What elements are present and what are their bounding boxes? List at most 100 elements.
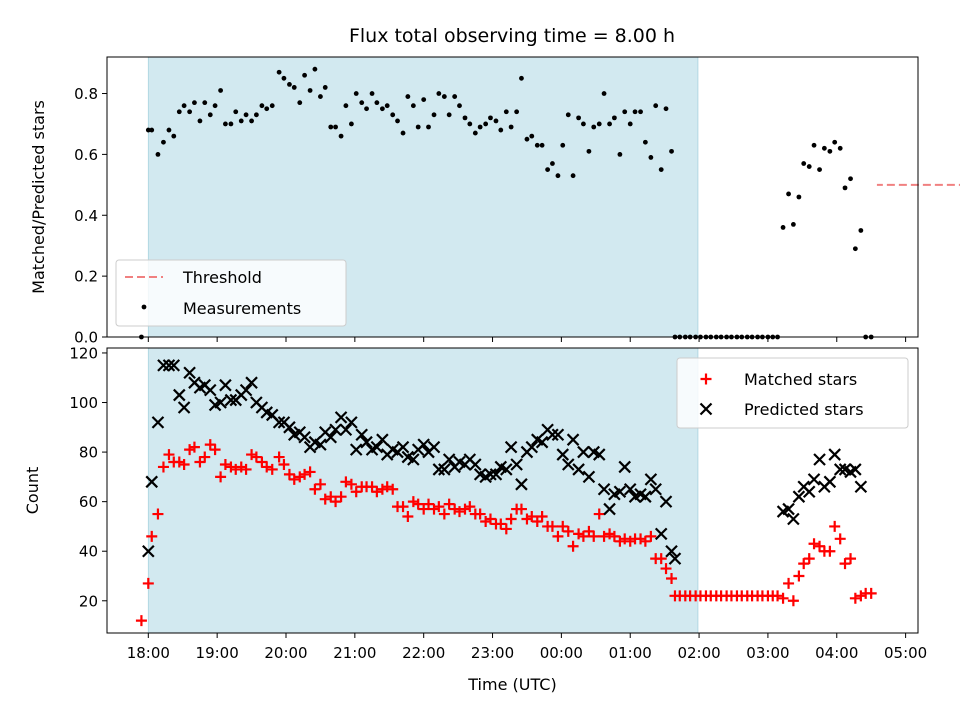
predicted-star-point bbox=[360, 435, 373, 449]
measurement-point bbox=[374, 100, 380, 106]
predicted-star-point bbox=[510, 458, 523, 471]
measurement-point bbox=[155, 151, 161, 157]
matched-star-point bbox=[407, 496, 419, 508]
top-legend: Threshold Measurements bbox=[115, 259, 347, 327]
predicted-star-point bbox=[173, 388, 186, 402]
matched-star-point bbox=[325, 491, 337, 503]
matched-star-point bbox=[803, 553, 815, 565]
measurement-point bbox=[223, 121, 228, 127]
measurement-point bbox=[181, 103, 187, 109]
measurement-point bbox=[249, 118, 254, 124]
matched-star-point bbox=[366, 481, 378, 493]
matched-star-point bbox=[839, 558, 851, 570]
matched-star-point bbox=[464, 501, 476, 513]
measurement-point bbox=[202, 100, 208, 106]
matched-star-point bbox=[500, 523, 512, 535]
x-tick-label: 01:00 bbox=[609, 644, 652, 662]
measurement-point bbox=[596, 121, 602, 127]
measurement-point bbox=[806, 164, 812, 169]
predicted-star-point bbox=[668, 552, 682, 565]
matched-star-point bbox=[619, 533, 631, 545]
measurement-point bbox=[817, 167, 822, 173]
measurement-point bbox=[161, 139, 166, 145]
matched-star-point bbox=[443, 498, 455, 510]
predicted-star-point bbox=[582, 470, 596, 484]
matched-star-point bbox=[350, 486, 362, 498]
predicted-star-point bbox=[224, 393, 238, 407]
measurement-point bbox=[653, 103, 659, 109]
matched-star-point bbox=[345, 478, 357, 490]
legend-measurements-label: Measurements bbox=[183, 299, 301, 318]
matched-star-point bbox=[608, 530, 620, 542]
measurement-point bbox=[359, 100, 365, 106]
matched-star-point bbox=[340, 476, 352, 488]
matched-star-point bbox=[157, 461, 169, 473]
measurement-point bbox=[405, 94, 411, 99]
matched-star-point bbox=[834, 533, 846, 545]
matched-star-point bbox=[261, 461, 273, 473]
predicted-star-point bbox=[613, 485, 627, 499]
matched-star-point bbox=[235, 461, 247, 473]
matched-star-point bbox=[266, 463, 278, 475]
predicted-star-point bbox=[162, 359, 176, 372]
predicted-star-point bbox=[370, 440, 384, 454]
matched-star-point bbox=[614, 535, 626, 547]
predicted-star-point bbox=[515, 478, 528, 491]
predicted-star-point bbox=[334, 411, 348, 424]
predicted-star-point bbox=[525, 440, 539, 454]
measurement-point bbox=[457, 103, 462, 109]
measurement-point bbox=[322, 85, 328, 90]
matched-star-point bbox=[381, 481, 393, 493]
bottom-legend: Matched stars Predicted stars bbox=[676, 357, 909, 429]
predicted-star-point bbox=[376, 433, 389, 446]
y-tick-label: 120 bbox=[69, 344, 98, 362]
y-tick-label: 0.4 bbox=[74, 207, 98, 225]
x-tick-label: 02:00 bbox=[677, 644, 720, 662]
matched-star-point bbox=[219, 458, 231, 470]
matched-star-point bbox=[573, 528, 585, 540]
measurement-point bbox=[384, 103, 390, 109]
matched-star-point bbox=[299, 468, 311, 480]
predicted-star-point bbox=[214, 396, 227, 409]
predicted-star-point bbox=[314, 438, 327, 451]
measurement-point bbox=[333, 124, 338, 130]
measurement-point bbox=[349, 121, 354, 127]
matched-star-point bbox=[433, 501, 445, 513]
measurement-point bbox=[550, 161, 555, 166]
matched-star-point bbox=[814, 540, 826, 552]
matched-star-point bbox=[146, 530, 158, 542]
predicted-star-point bbox=[239, 383, 253, 397]
matched-star-point bbox=[588, 530, 600, 542]
measurement-point bbox=[796, 194, 802, 200]
measurement-point bbox=[591, 124, 597, 130]
predicted-star-point bbox=[849, 463, 862, 476]
measurement-point bbox=[503, 109, 509, 115]
predicted-star-point bbox=[618, 460, 631, 474]
measurement-point bbox=[149, 127, 155, 133]
predicted-star-point bbox=[203, 383, 217, 397]
measurement-point bbox=[627, 121, 633, 127]
predicted-star-point bbox=[167, 359, 181, 372]
legend-predicted-label: Predicted stars bbox=[744, 400, 864, 419]
measurement-point bbox=[638, 109, 643, 115]
matched-star-point bbox=[335, 491, 347, 503]
matched-star-point bbox=[480, 515, 492, 527]
measurement-point bbox=[534, 142, 540, 148]
x-tick-label: 23:00 bbox=[471, 644, 514, 662]
matched-star-point bbox=[655, 553, 667, 565]
top-panel: 0.00.20.40.60.8 Matched/Predicted stars … bbox=[29, 56, 960, 347]
matched-star-point bbox=[849, 592, 861, 604]
predicted-star-point bbox=[649, 482, 662, 496]
matched-star-point bbox=[199, 451, 211, 463]
predicted-star-point bbox=[298, 430, 311, 444]
matched-star-point bbox=[474, 508, 486, 520]
matched-star-point bbox=[188, 441, 200, 453]
y-tick-label: 80 bbox=[79, 444, 98, 462]
bottom-y-axis-label: Count bbox=[23, 467, 42, 515]
matched-star-point bbox=[495, 518, 507, 530]
matched-star-point bbox=[562, 525, 574, 537]
measurement-point bbox=[586, 148, 592, 154]
predicted-star-point bbox=[355, 428, 369, 442]
measurement-point bbox=[441, 94, 447, 99]
measurement-point bbox=[218, 88, 223, 93]
